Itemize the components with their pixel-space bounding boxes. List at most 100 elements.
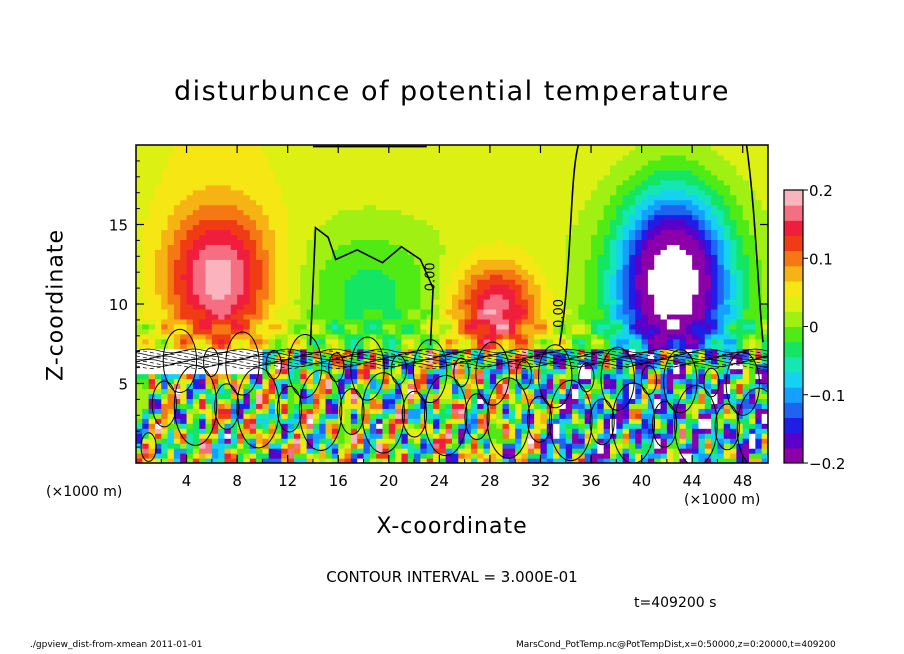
field-cell [559, 174, 567, 181]
field-cell [433, 254, 440, 260]
field-cell [559, 378, 567, 385]
field-cell [395, 229, 403, 236]
field-cell [249, 453, 257, 459]
field-cell [300, 279, 308, 285]
field-cell [458, 448, 466, 454]
field-cell [477, 249, 485, 255]
field-cell [515, 333, 523, 340]
field-cell [489, 294, 497, 300]
field-cell [237, 224, 245, 231]
field-cell [243, 294, 251, 300]
field-cell [597, 313, 605, 320]
field-cell [426, 239, 434, 245]
field-cell [401, 413, 409, 419]
field-cell [325, 159, 333, 166]
field-cell [420, 214, 428, 221]
field-cell [584, 179, 592, 186]
field-cell [256, 234, 263, 241]
field-cell [591, 343, 598, 350]
field-cell [565, 279, 573, 285]
field-cell [199, 443, 207, 449]
field-cell [211, 338, 219, 345]
field-cell [325, 154, 333, 161]
field-cell [616, 279, 624, 285]
field-cell [142, 418, 150, 424]
field-cell [338, 169, 346, 176]
field-cell [199, 408, 207, 414]
field-cell [230, 383, 238, 390]
field-cell [148, 318, 156, 325]
field-cell [616, 338, 624, 345]
field-cell [287, 154, 295, 161]
field-cell [167, 383, 175, 390]
field-cell [401, 408, 409, 414]
field-cell [502, 164, 510, 171]
field-cell [414, 373, 421, 380]
field-cell [578, 378, 586, 385]
field-cell [173, 254, 181, 260]
field-cell [591, 149, 598, 156]
field-cell [167, 184, 175, 191]
field-cell [186, 368, 194, 375]
field-cell [420, 274, 428, 280]
field-cell [186, 433, 194, 439]
field-cell [489, 279, 497, 285]
field-cell [534, 438, 542, 444]
field-cell [287, 308, 295, 315]
field-cell [192, 145, 200, 151]
field-cell [597, 174, 605, 181]
field-cell [243, 249, 251, 255]
field-cell [382, 284, 390, 290]
field-cell [186, 159, 194, 166]
field-cell [376, 453, 384, 459]
field-cell [534, 189, 542, 196]
field-cell [420, 194, 428, 201]
field-cell [546, 199, 554, 206]
field-cell [268, 244, 276, 250]
field-cell [553, 159, 561, 166]
field-cell [154, 423, 162, 429]
field-cell [230, 194, 238, 201]
field-cell [148, 353, 156, 360]
field-cell [534, 224, 542, 231]
field-cell [256, 164, 263, 171]
field-cell [192, 433, 200, 439]
field-cell [319, 433, 327, 439]
field-cell [603, 423, 611, 429]
field-cell [452, 358, 459, 365]
field-cell [540, 249, 548, 255]
field-cell [559, 179, 567, 186]
field-cell [154, 169, 162, 176]
field-cell [230, 313, 238, 320]
field-cell [262, 254, 270, 260]
field-cell [572, 184, 579, 191]
field-cell [300, 224, 308, 231]
field-cell [584, 313, 592, 320]
field-cell [597, 189, 605, 196]
field-cell [268, 438, 276, 444]
field-cell [401, 219, 409, 226]
field-cell [154, 279, 162, 285]
field-cell [439, 154, 447, 161]
field-cell [445, 169, 453, 176]
field-cell [154, 299, 162, 305]
field-cell [306, 234, 314, 241]
field-cell [199, 145, 207, 151]
field-cell [578, 234, 586, 241]
field-cell [591, 274, 598, 280]
field-cell [306, 159, 314, 166]
field-cell [344, 294, 352, 300]
field-cell [382, 184, 390, 191]
field-cell [363, 224, 371, 231]
field-cell [616, 438, 624, 444]
field-cell [173, 368, 181, 375]
field-cell [211, 244, 219, 250]
field-cell [338, 179, 346, 186]
field-cell [477, 453, 485, 459]
field-cell [565, 159, 573, 166]
field-cell [534, 229, 542, 236]
field-cell [439, 328, 447, 335]
field-cell [401, 154, 409, 161]
field-cell [173, 149, 181, 156]
field-cell [515, 149, 523, 156]
